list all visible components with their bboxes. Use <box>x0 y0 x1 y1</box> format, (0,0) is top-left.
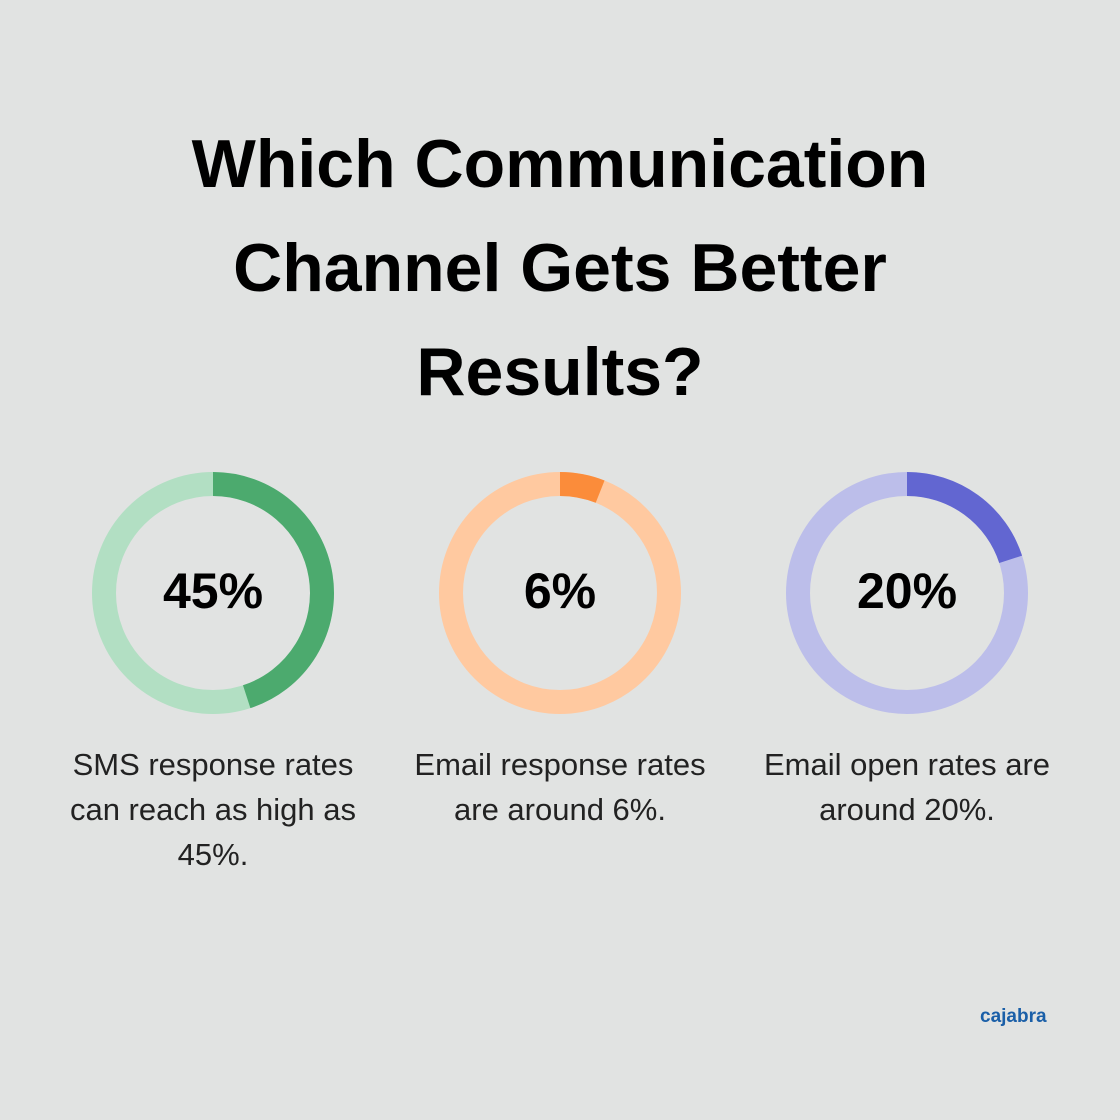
caption: Email open rates are around 20%. <box>763 747 1051 827</box>
title: Which Communication Channel Gets Better … <box>191 126 929 410</box>
donut-segment <box>906 472 1023 564</box>
brand-logo: cajabra <box>980 1006 1047 1027</box>
value-label: 45% <box>163 563 263 619</box>
caption: Email response rates are around 6%. <box>414 747 706 827</box>
value-label: 20% <box>857 563 957 619</box>
donut-segment <box>212 472 334 709</box>
value-label: 6% <box>524 563 596 619</box>
donut-segment <box>559 472 605 503</box>
caption: SMS response rates can reach as high as … <box>69 747 357 872</box>
